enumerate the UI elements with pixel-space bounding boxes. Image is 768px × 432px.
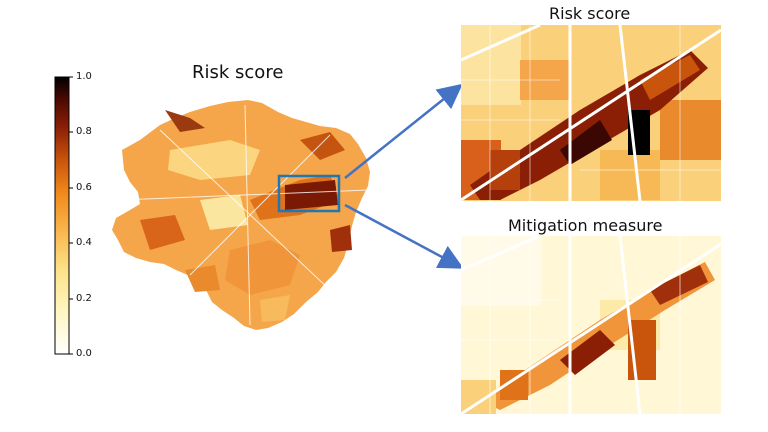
colorbar-gradient [54,76,70,355]
main-map [112,100,370,330]
zoom-risk-panel [461,25,721,201]
colorbar-tick-label: 0.2 [76,293,92,304]
arrow-to-risk-zoom [344,83,463,179]
colorbar-tick-label: 0.0 [76,348,92,359]
zoom-risk-title: Risk score [549,4,631,23]
zoom-mitigation-title: Mitigation measure [508,216,663,235]
colorbar-tick-label: 0.4 [76,237,92,248]
colorbar-tick-label: 1.0 [76,71,92,82]
colorbar-tick-label: 0.8 [76,126,92,137]
arrow-to-mitigation-zoom [344,203,464,269]
highlight-box [277,174,341,213]
colorbar [54,76,73,355]
zoom-mitigation-panel [461,236,721,414]
main-map-title: Risk score [192,62,284,83]
colorbar-tick-label: 0.6 [76,182,92,193]
